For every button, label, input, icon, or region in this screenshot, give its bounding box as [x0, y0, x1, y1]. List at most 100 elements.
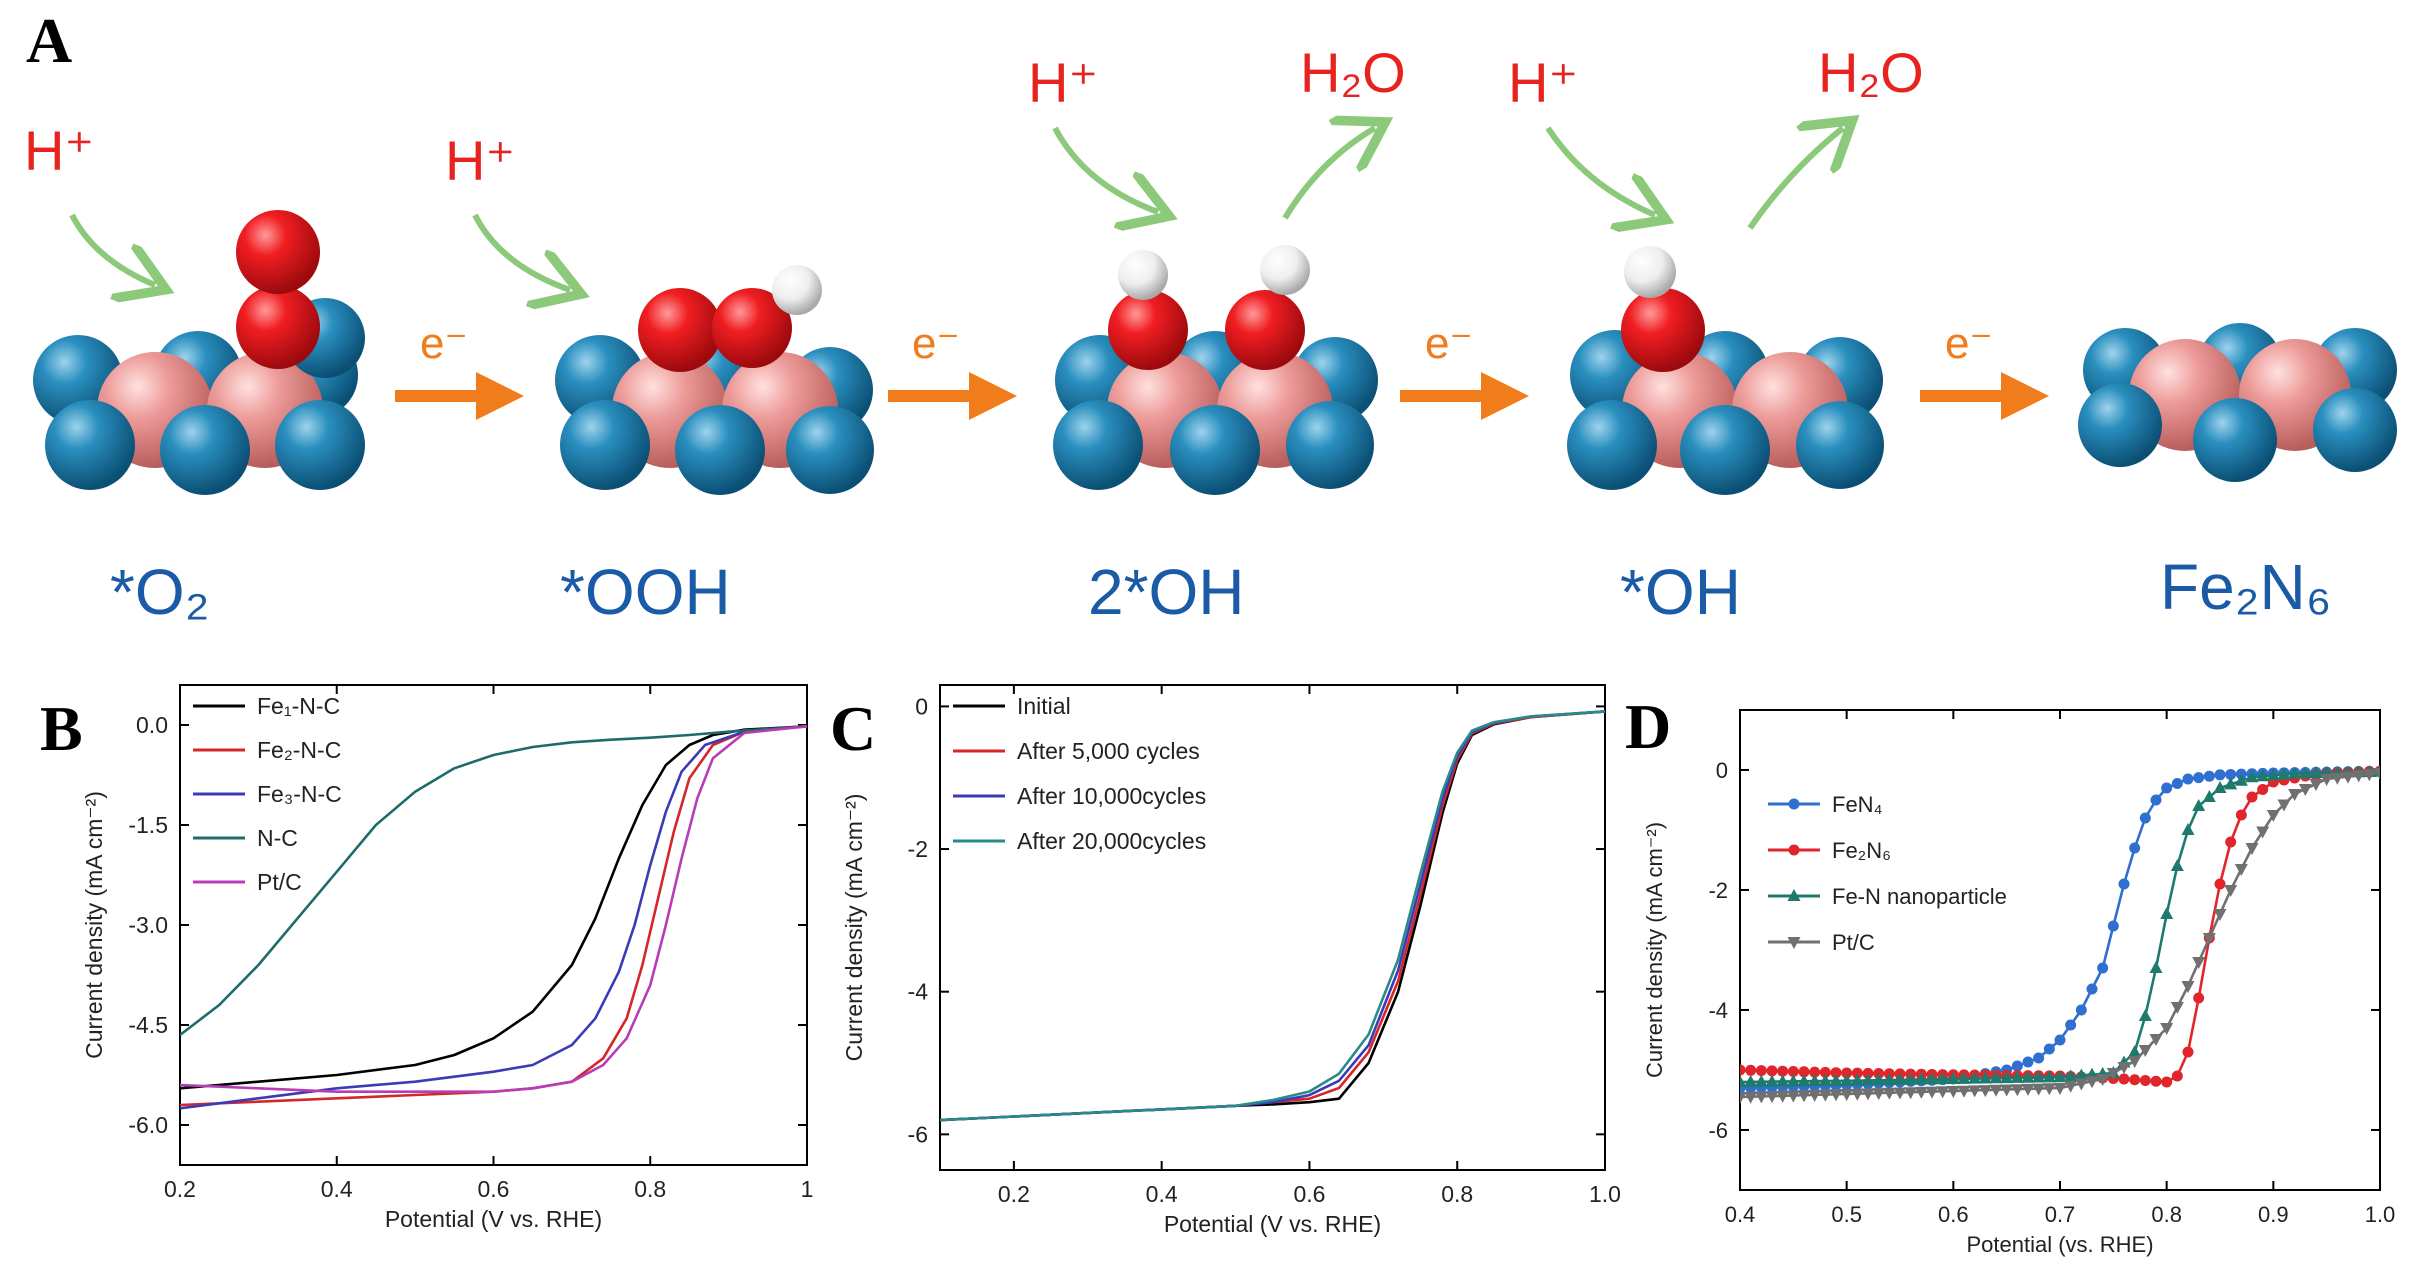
series-marker [2362, 769, 2376, 782]
x-tick-label: 1 [801, 1176, 814, 1202]
y-tick-label: -6 [908, 1121, 928, 1147]
series-marker [2235, 809, 2247, 821]
series-marker [2086, 983, 2098, 995]
series-marker [2106, 1068, 2120, 1080]
n-atom [560, 400, 650, 490]
series-marker [2214, 769, 2226, 781]
proton-arrow [1052, 126, 1158, 212]
series-marker [1925, 1086, 1939, 1099]
legend-label: Pt/C [1832, 930, 1875, 955]
series-line [180, 725, 807, 1107]
series-marker [1904, 1072, 1918, 1085]
series-marker [2192, 799, 2206, 811]
series-marker [1754, 1091, 1768, 1104]
n-atom [2193, 398, 2277, 482]
n-atom [1567, 400, 1657, 490]
stage-label-o2: *O₂ [110, 556, 210, 628]
series-marker [1808, 1074, 1822, 1087]
proton-arrow [69, 213, 155, 285]
electron-label: e⁻ [420, 319, 468, 368]
series-marker [2192, 957, 2206, 969]
legend-marker [1788, 798, 1800, 810]
series-marker [2000, 1071, 2014, 1084]
series-marker [1840, 1073, 1854, 1086]
y-tick-label: 0 [915, 693, 928, 719]
chart-b: 0.2 0.4 0.6 0.8 1 0.0 -1.5 -3.0 -4.5 -6.0 Potentia… [81, 684, 814, 1232]
n-atom [1286, 401, 1374, 489]
stage-label-ooh: *OOH [560, 556, 731, 628]
series-marker [2118, 1073, 2130, 1085]
series-marker [1872, 1088, 1886, 1101]
series-marker [1893, 1087, 1907, 1100]
panel-label-d: D [1625, 691, 1672, 762]
legend-label: Fe-N nanoparticle [1832, 884, 2007, 909]
series-marker [1786, 1090, 1800, 1103]
n-atom [275, 400, 365, 490]
series-marker [1914, 1086, 1928, 1099]
x-tick-label: 0.6 [1938, 1202, 1969, 1227]
x-axis-label: Potential (vs. RHE) [1966, 1232, 2153, 1257]
series-marker [2128, 1045, 2142, 1057]
electron-label: e⁻ [912, 319, 960, 368]
series-marker [2033, 1052, 2045, 1064]
chart-c: 0.2 0.4 0.6 0.8 1.0 0 -2 -4 -6 Potential (V vs. R… [841, 684, 1621, 1237]
series-marker [2298, 784, 2312, 796]
series-marker [1766, 1065, 1778, 1077]
legend-label: After 10,000cycles [1017, 783, 1206, 809]
proton-arrow [472, 213, 570, 290]
series-marker [2246, 791, 2258, 803]
stage-label-fe2n6: Fe₂N₆ [2160, 551, 2332, 623]
series-marker [2224, 777, 2238, 790]
legend-label: Fe₁-N-C [257, 693, 340, 719]
series-marker [1776, 1074, 1790, 1087]
y-axis-label: Current density (mA cm⁻²) [81, 791, 107, 1059]
series-marker [2010, 1070, 2024, 1083]
series-marker [2256, 826, 2270, 839]
x-tick-label: 0.4 [321, 1176, 353, 1202]
series-marker [2097, 962, 2109, 974]
series-marker [2257, 784, 2269, 795]
x-tick-label: 1.0 [1589, 1181, 1621, 1207]
y-tick-label: -2 [908, 836, 928, 862]
n-atom [1053, 400, 1143, 490]
series-marker [2213, 781, 2227, 793]
series-marker [2085, 1076, 2099, 1089]
series-marker [2042, 1083, 2056, 1096]
series-marker [1787, 1066, 1799, 1077]
n-atom [2078, 383, 2162, 467]
series-marker [2266, 768, 2280, 781]
legend-marker [1787, 889, 1801, 901]
o-atom [236, 285, 320, 369]
series-marker [2150, 1075, 2162, 1087]
n-atom [160, 405, 250, 495]
y-tick-label: -1.5 [128, 812, 168, 838]
series-marker [2138, 1009, 2152, 1021]
series-marker [2266, 810, 2280, 822]
panel-label-b: B [40, 693, 83, 764]
y-tick-label: -4.5 [128, 1012, 168, 1038]
legend-label: Initial [1017, 693, 1071, 719]
series-marker [1989, 1071, 2003, 1084]
series-marker [1777, 1065, 1789, 1077]
proton-arrow [1545, 126, 1655, 215]
x-tick-label: 0.8 [2151, 1202, 2182, 1227]
series-marker [1904, 1087, 1918, 1100]
n-atom [1680, 405, 1770, 495]
series-marker [1819, 1066, 1831, 1078]
h-atom [1624, 246, 1676, 298]
series-marker [2373, 768, 2380, 780]
series-marker [1872, 1073, 1886, 1086]
series-marker [2139, 812, 2151, 824]
series-marker [2288, 789, 2302, 801]
series-marker [1808, 1089, 1822, 1102]
series-line [180, 725, 807, 1110]
series-marker [1818, 1089, 1832, 1102]
series-marker [2256, 769, 2270, 782]
series-marker [2225, 768, 2237, 780]
series-marker [2117, 1062, 2131, 1074]
series-marker [1946, 1072, 1960, 1084]
x-tick-label: 0.2 [998, 1181, 1030, 1207]
series-marker [2021, 1083, 2035, 1096]
series-marker [2107, 920, 2119, 932]
series-line [940, 710, 1605, 1122]
